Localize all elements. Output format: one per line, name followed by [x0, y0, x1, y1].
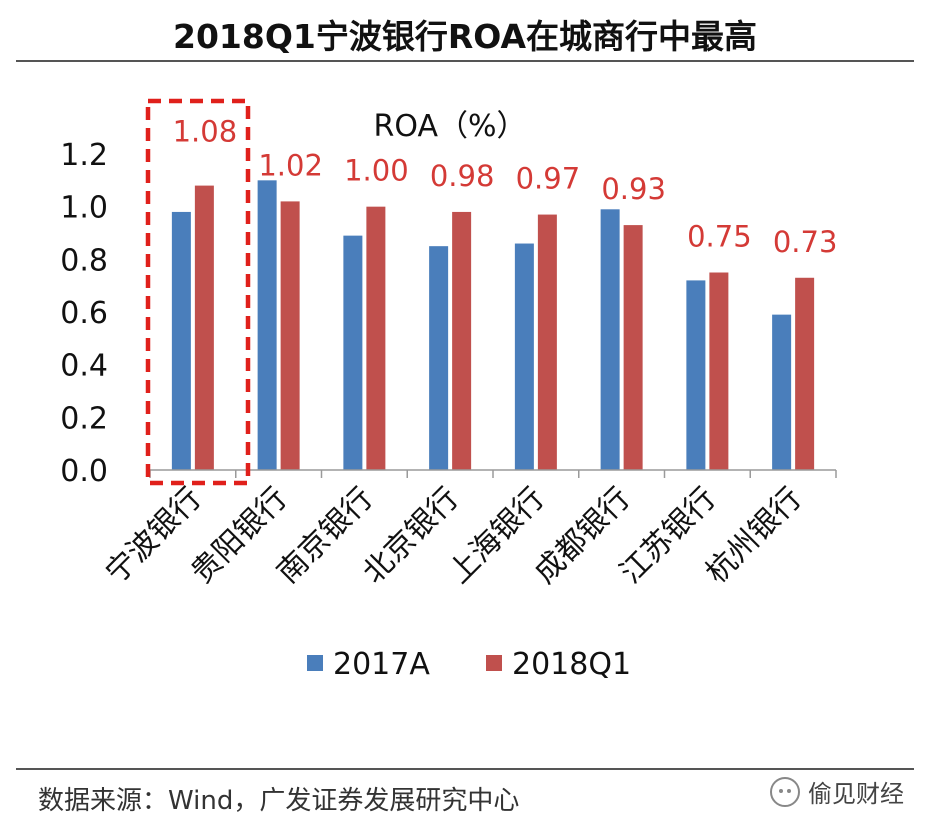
y-tick-label: 1.2: [60, 138, 108, 173]
y-tick-label: 1.0: [60, 191, 108, 226]
y-tick-label: 0.0: [60, 454, 108, 489]
legend-swatch-2017a: [307, 655, 323, 671]
bar-2017a: [772, 314, 792, 470]
roa-bar-chart: ROA（%） 0.00.20.40.60.81.01.2 1.081.02 1.0…: [60, 98, 838, 682]
chart-title: ROA（%）: [374, 109, 527, 144]
y-tick-label: 0.8: [60, 243, 108, 278]
bar-2018q1: [795, 277, 815, 470]
bottom-divider: [16, 768, 914, 770]
data-label: 1.02: [258, 148, 323, 182]
bars: [171, 180, 815, 471]
legend-label-2017a: 2017A: [333, 647, 430, 682]
bar-2017a: [686, 280, 706, 470]
data-label: 0.75: [687, 220, 752, 254]
bar-2018q1: [366, 206, 386, 470]
source-note: 数据来源：Wind，广发证券发展研究中心: [38, 786, 520, 816]
y-tick-label: 0.2: [60, 401, 108, 436]
bar-2018q1: [280, 201, 300, 470]
data-labels: 1.08 1.02 1.00 0.98 0.97 0.93 0.75 0.73: [173, 115, 838, 259]
y-tick-label: 0.6: [60, 296, 108, 331]
bar-2018q1: [537, 214, 557, 470]
legend: 2017A 2018Q1: [307, 647, 631, 682]
bar-2018q1: [623, 225, 643, 470]
legend-swatch-2018q1: [486, 655, 502, 671]
data-label: 0.93: [601, 172, 666, 206]
bar-2018q1: [709, 272, 729, 470]
bar-2017a: [429, 246, 449, 470]
data-label: 0.97: [516, 162, 581, 196]
bar-2017a: [514, 243, 534, 470]
highlight-box: [145, 98, 251, 486]
bar-2017a: [343, 235, 363, 470]
watermark-text: 偷见财经: [808, 780, 904, 808]
y-axis: 0.0 0.2 0.4 0.6 0.8 1.0 1.2: [60, 138, 108, 489]
top-divider: [16, 60, 914, 62]
bar-2018q1: [194, 185, 214, 470]
legend-label-2018q1: 2018Q1: [512, 647, 631, 682]
data-label: 0.98: [430, 159, 495, 193]
highlight-box-rect: [145, 98, 251, 486]
bar-2018q1: [452, 211, 472, 470]
data-label: 1.08: [173, 115, 238, 149]
data-label: 0.73: [773, 225, 838, 259]
page-title: 2018Q1宁波银行ROA在城商行中最高: [173, 17, 757, 56]
y-tick-label: 0.4: [60, 349, 108, 384]
bar-2017a: [600, 209, 620, 471]
watermark: 偷见财经: [770, 774, 904, 809]
bar-2017a: [257, 180, 277, 470]
data-label: 1.00: [344, 154, 409, 188]
wechat-icon: [770, 776, 800, 807]
x-category-label: 杭州银行: [699, 481, 809, 591]
bar-2017a: [171, 211, 191, 470]
